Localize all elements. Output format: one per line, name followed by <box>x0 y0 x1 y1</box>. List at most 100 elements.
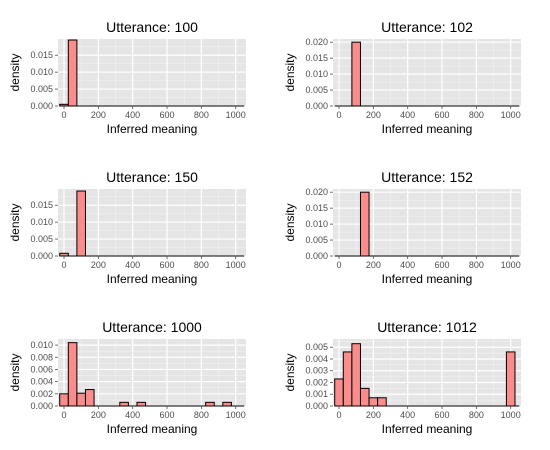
x-axis-title: Inferred meaning <box>382 422 473 436</box>
x-tick-label: 1000 <box>226 260 246 270</box>
x-tick-label: 600 <box>160 110 175 120</box>
x-tick-label: 800 <box>469 110 484 120</box>
histogram-bar <box>205 401 215 407</box>
histogram-bar <box>59 103 69 107</box>
x-tick-label: 200 <box>91 260 106 270</box>
y-axis-title: density <box>283 203 297 241</box>
y-tick-label: 0.010 <box>305 69 328 79</box>
x-tick-label: 0 <box>62 110 67 120</box>
y-tick-label: 0.010 <box>30 217 53 227</box>
x-axis-title: Inferred meaning <box>107 422 198 436</box>
y-tick-label: 0.001 <box>305 389 328 399</box>
x-tick-label: 600 <box>160 410 175 420</box>
plot-background <box>333 39 521 106</box>
y-tick-label: 0.000 <box>305 401 328 411</box>
x-tick-label: 200 <box>91 110 106 120</box>
panel-title: Utterance: 102 <box>381 19 473 35</box>
histogram-bar <box>59 393 69 407</box>
x-tick-label: 400 <box>400 260 415 270</box>
histogram-panel-2: 0 200 400 600 800 1000 0.000 0.005 0.010 0.015 0.0… <box>283 19 521 136</box>
histogram-bar <box>368 397 379 407</box>
x-axis-title: Inferred meaning <box>107 272 198 286</box>
histogram-bar <box>76 190 86 257</box>
x-tick-label: 200 <box>366 260 381 270</box>
histogram-bar <box>359 387 370 407</box>
x-tick-label: 0 <box>337 110 342 120</box>
panel-title: Utterance: 150 <box>106 169 198 185</box>
y-tick-label: 0.000 <box>30 101 53 111</box>
panel-title: Utterance: 1000 <box>102 319 202 335</box>
y-axis-title: density <box>283 353 297 391</box>
x-axis-title: Inferred meaning <box>382 122 473 136</box>
x-tick-label: 800 <box>194 260 209 270</box>
x-tick-label: 1000 <box>501 110 521 120</box>
x-tick-label: 200 <box>366 410 381 420</box>
y-axis-title: density <box>283 53 297 91</box>
x-tick-label: 0 <box>62 410 67 420</box>
histogram-bar <box>377 397 387 407</box>
histogram-bar <box>136 401 147 407</box>
y-tick-label: 0.010 <box>30 67 53 77</box>
x-tick-label: 400 <box>125 110 140 120</box>
x-tick-label: 200 <box>91 410 106 420</box>
y-tick-label: 0.010 <box>30 340 53 350</box>
histogram-bar <box>222 401 232 407</box>
y-tick-label: 0.003 <box>305 366 328 376</box>
x-tick-label: 0 <box>337 410 342 420</box>
x-tick-label: 600 <box>435 410 450 420</box>
x-tick-label: 800 <box>469 260 484 270</box>
histogram-bar <box>84 389 95 407</box>
y-tick-label: 0.005 <box>305 342 328 352</box>
panel-title: Utterance: 100 <box>106 19 198 35</box>
histogram-bar <box>67 342 78 407</box>
histogram-bar <box>359 191 370 257</box>
x-tick-label: 400 <box>400 110 415 120</box>
y-tick-label: 0.015 <box>30 50 53 60</box>
histogram-bar <box>76 392 86 407</box>
x-tick-label: 1000 <box>501 410 521 420</box>
panel-title: Utterance: 152 <box>381 169 473 185</box>
x-tick-label: 1000 <box>226 410 246 420</box>
histogram-panel-4: 0 200 400 600 800 1000 0.000 0.005 0.010 0.015 0.0… <box>283 169 521 286</box>
panel-title: Utterance: 1012 <box>377 319 477 335</box>
y-tick-label: 0.015 <box>305 203 328 213</box>
histogram-bar <box>334 378 344 407</box>
x-axis-title: Inferred meaning <box>107 122 198 136</box>
y-axis-title: density <box>8 53 22 91</box>
y-tick-label: 0.020 <box>305 187 328 197</box>
y-tick-label: 0.002 <box>305 377 328 387</box>
y-tick-label: 0.004 <box>30 377 53 387</box>
y-tick-label: 0.000 <box>30 251 53 261</box>
histogram-bar <box>351 41 361 107</box>
x-tick-label: 600 <box>160 260 175 270</box>
y-tick-label: 0.002 <box>30 389 53 399</box>
y-tick-label: 0.006 <box>30 364 53 374</box>
histogram-bar <box>59 252 69 257</box>
x-tick-label: 200 <box>366 110 381 120</box>
y-tick-label: 0.005 <box>305 85 328 95</box>
x-tick-label: 400 <box>400 410 415 420</box>
y-tick-label: 0.015 <box>30 200 53 210</box>
histogram-panel-1: 0 200 400 600 800 1000 0.000 0.005 0.010 0.015 Utt… <box>8 19 246 136</box>
x-tick-label: 400 <box>125 260 140 270</box>
histogram-panel-3: 0 200 400 600 800 1000 0.000 0.005 0.010 0.015 Utt… <box>8 169 246 286</box>
x-tick-label: 1000 <box>226 110 246 120</box>
y-tick-label: 0.010 <box>305 219 328 229</box>
y-tick-label: 0.020 <box>305 37 328 47</box>
y-tick-label: 0.000 <box>305 251 328 261</box>
y-tick-label: 0.000 <box>305 101 328 111</box>
y-axis-title: density <box>8 203 22 241</box>
x-tick-label: 800 <box>194 410 209 420</box>
x-tick-label: 0 <box>62 260 67 270</box>
x-tick-label: 800 <box>194 110 209 120</box>
y-tick-label: 0.000 <box>30 401 53 411</box>
x-tick-label: 1000 <box>501 260 521 270</box>
y-tick-label: 0.004 <box>305 354 328 364</box>
histogram-bar <box>67 39 78 107</box>
x-axis-title: Inferred meaning <box>382 272 473 286</box>
x-tick-label: 0 <box>337 260 342 270</box>
x-tick-label: 400 <box>125 410 140 420</box>
y-tick-label: 0.005 <box>30 84 53 94</box>
